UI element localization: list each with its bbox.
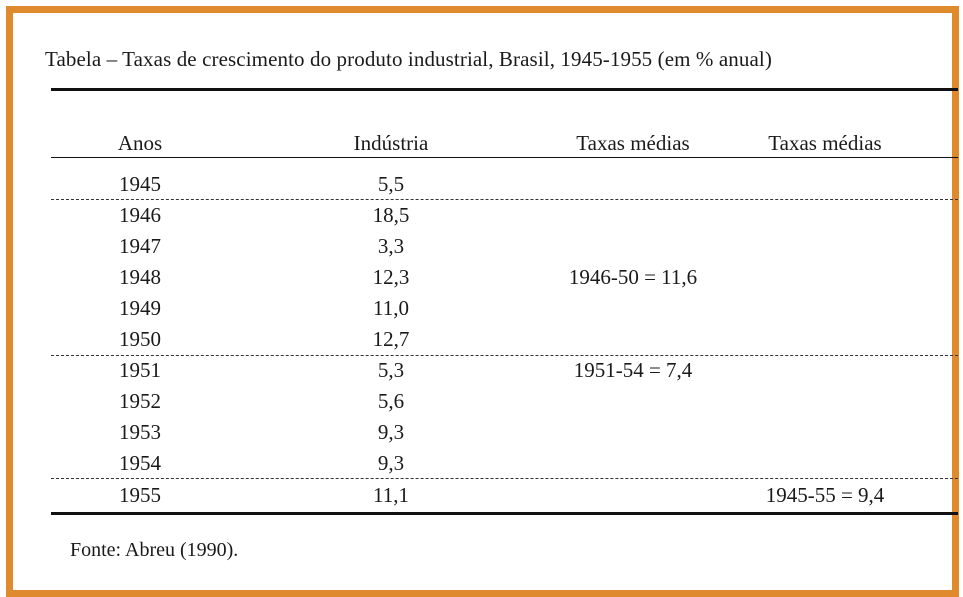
average-1946-50: 1946-50 = 11,6 (568, 265, 698, 289)
value-cell: 5,5 (377, 172, 405, 196)
header-avg-periods: Taxas médias (576, 131, 690, 155)
value-cell: 5,6 (377, 389, 405, 413)
header-avg-overall: Taxas médias (768, 131, 882, 155)
value-cell: 9,3 (377, 451, 405, 475)
value-cell: 12,7 (372, 327, 410, 351)
year-cell: 1945 (119, 172, 161, 196)
value-cell: 5,3 (377, 358, 405, 382)
header-industry: Indústria (353, 131, 429, 155)
year-cell: 1947 (119, 234, 161, 258)
group-divider (51, 355, 958, 356)
value-cell: 18,5 (372, 203, 410, 227)
group-divider (51, 199, 958, 200)
value-cell: 11,0 (373, 296, 409, 320)
year-cell: 1946 (119, 203, 161, 227)
year-cell: 1955 (119, 483, 161, 507)
year-cell: 1948 (119, 265, 161, 289)
value-cell: 11,1 (373, 483, 409, 507)
year-cell: 1954 (119, 451, 161, 475)
year-cell: 1951 (119, 358, 161, 382)
year-cell: 1953 (119, 420, 161, 444)
group-divider (51, 478, 958, 479)
year-cell: 1949 (119, 296, 161, 320)
year-cell: 1950 (119, 327, 161, 351)
average-1945-55: 1945-55 = 9,4 (765, 483, 885, 507)
table-source: Fonte: Abreu (1990). (70, 539, 239, 561)
header-rule (51, 157, 958, 158)
value-cell: 3,3 (377, 234, 405, 258)
document-frame: Tabela – Taxas de crescimento do produto… (6, 6, 959, 597)
value-cell: 12,3 (372, 265, 410, 289)
top-rule (51, 88, 958, 91)
header-years: Anos (117, 131, 163, 155)
average-1951-54: 1951-54 = 7,4 (573, 358, 693, 382)
bottom-rule (51, 512, 958, 515)
value-cell: 9,3 (377, 420, 405, 444)
table-caption: Tabela – Taxas de crescimento do produto… (45, 47, 772, 71)
year-cell: 1952 (119, 389, 161, 413)
